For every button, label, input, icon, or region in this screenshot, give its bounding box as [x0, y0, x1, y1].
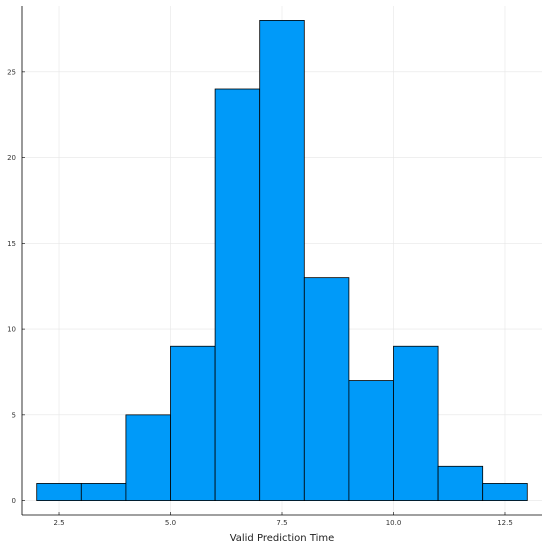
histogram-bar	[348, 380, 394, 501]
x-tick-label: 2.5	[53, 519, 64, 527]
histogram-bar	[393, 345, 439, 501]
histogram-bar	[170, 345, 216, 501]
x-tick-label: 7.5	[276, 519, 287, 527]
y-tick-label: 15	[7, 240, 16, 248]
x-tick-label: 5.0	[165, 519, 176, 527]
y-tick-labels: 0 5 10 15 20 25	[7, 68, 25, 505]
x-axis-title: Valid Prediction Time	[230, 533, 335, 544]
histogram-bar	[259, 20, 305, 501]
histogram-bar	[482, 483, 528, 501]
y-tick-label: 10	[7, 326, 16, 334]
histogram-bar	[303, 277, 350, 501]
histogram-bar	[125, 414, 171, 501]
histogram-bar	[36, 483, 82, 501]
y-tick-label: 5	[12, 411, 16, 419]
y-tick-label: 25	[7, 68, 16, 76]
x-tick-label: 10.0	[386, 519, 402, 527]
histogram-bar	[437, 465, 484, 501]
histogram-bars	[36, 20, 528, 501]
histogram-bar	[80, 483, 127, 501]
x-tick-label: 12.5	[497, 519, 513, 527]
y-tick-label: 20	[7, 154, 16, 162]
x-tick-labels: 2.5 5.0 7.5 10.0 12.5	[53, 512, 513, 527]
histogram-bar	[214, 88, 261, 501]
y-tick-label: 0	[12, 497, 16, 505]
